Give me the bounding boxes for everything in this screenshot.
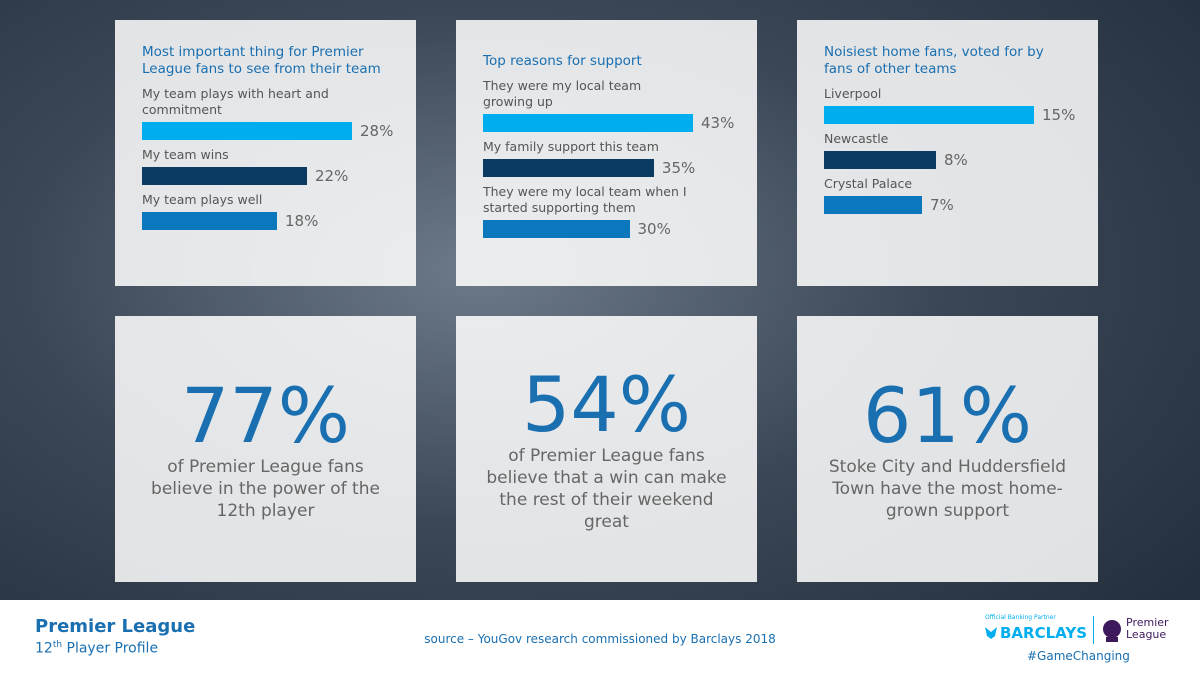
category-label: My team wins [142, 147, 229, 162]
bar-row: 15% [824, 105, 1076, 125]
bar [483, 114, 693, 132]
bar-row: 43% [483, 113, 735, 133]
category-label: Newcastle [824, 131, 889, 146]
stat-text: of Premier League fans believe that a wi… [486, 446, 727, 532]
source: source – YouGov research commissioned by… [424, 632, 776, 646]
bar [142, 167, 307, 185]
bar [824, 151, 936, 169]
bar [824, 106, 1034, 124]
stat-value: 54% [522, 360, 691, 449]
footer-title: Premier League [35, 616, 196, 637]
hashtag: #GameChanging [1027, 649, 1130, 663]
bar [142, 122, 352, 140]
chart-title: Noisiest home fans, voted for by fans of… [824, 44, 1044, 77]
bar [142, 212, 277, 230]
footer-subtitle: 12th Player Profile [35, 640, 158, 657]
value-label: 30% [637, 220, 671, 238]
chart-panel: Top reasons for support They were my loca… [456, 20, 757, 286]
chart-panel: Most important thing for Premier League … [115, 20, 416, 286]
league-line: Premier [1126, 616, 1169, 629]
value-label: 18% [285, 212, 319, 230]
footer: Premier League 12th Player Profile sourc… [0, 600, 1200, 675]
bar-row: 7% [824, 195, 1076, 215]
divider [1093, 616, 1094, 644]
bar-row: 8% [824, 150, 1076, 170]
stat-text: Stoke City and Huddersfield Town have th… [828, 457, 1067, 521]
bar-row: 22% [142, 166, 394, 186]
bar-row: 35% [483, 158, 735, 178]
league-lion [1103, 620, 1121, 642]
bar-row: 28% [142, 121, 394, 141]
stat-panel: 54% of Premier League fans believe that … [456, 316, 757, 582]
stat-value: 77% [181, 371, 350, 460]
subtitle-suffix: th [52, 640, 63, 650]
subtitle-number: 12 [35, 640, 53, 657]
bar [483, 220, 630, 238]
category-label: Liverpool [824, 86, 882, 101]
value-label: 7% [930, 196, 954, 214]
stat-panel: 77% of Premier League fans believe in th… [115, 316, 416, 582]
sponsor: BARCLAYS [1000, 624, 1087, 642]
league-name: Premier League [1126, 617, 1169, 641]
category-label: My family support this team [483, 139, 659, 154]
category-label: They were my local team when I started s… [483, 184, 687, 215]
category-label: My team plays well [142, 192, 263, 207]
barclays-eagle [985, 627, 997, 639]
subtitle-rest: Player Profile [66, 640, 159, 657]
stat-value: 61% [863, 371, 1032, 460]
partner: Official Banking Partner [985, 614, 1056, 621]
bar-row: 30% [483, 219, 735, 239]
chart-title: Top reasons for support [483, 53, 642, 69]
value-label: 15% [1042, 106, 1076, 124]
value-label: 22% [315, 167, 349, 185]
stat-panel: 61% Stoke City and Huddersfield Town hav… [797, 316, 1098, 582]
bar [824, 196, 922, 214]
value-label: 43% [701, 114, 735, 132]
value-label: 35% [661, 159, 696, 177]
league-line: League [1126, 628, 1167, 641]
value-label: 8% [944, 151, 968, 169]
category-label: Crystal Palace [824, 176, 913, 191]
stat-text: of Premier League fans believe in the po… [151, 457, 380, 521]
chart-panel: Noisiest home fans, voted for by fans of… [797, 20, 1098, 286]
bar-row: 18% [142, 211, 394, 231]
chart-title: Most important thing for Premier League … [142, 44, 381, 77]
value-label: 28% [360, 122, 394, 140]
category-label: My team plays with heart and commitment [142, 86, 329, 117]
bar [483, 159, 654, 177]
category-label: They were my local team growing up [483, 78, 642, 109]
